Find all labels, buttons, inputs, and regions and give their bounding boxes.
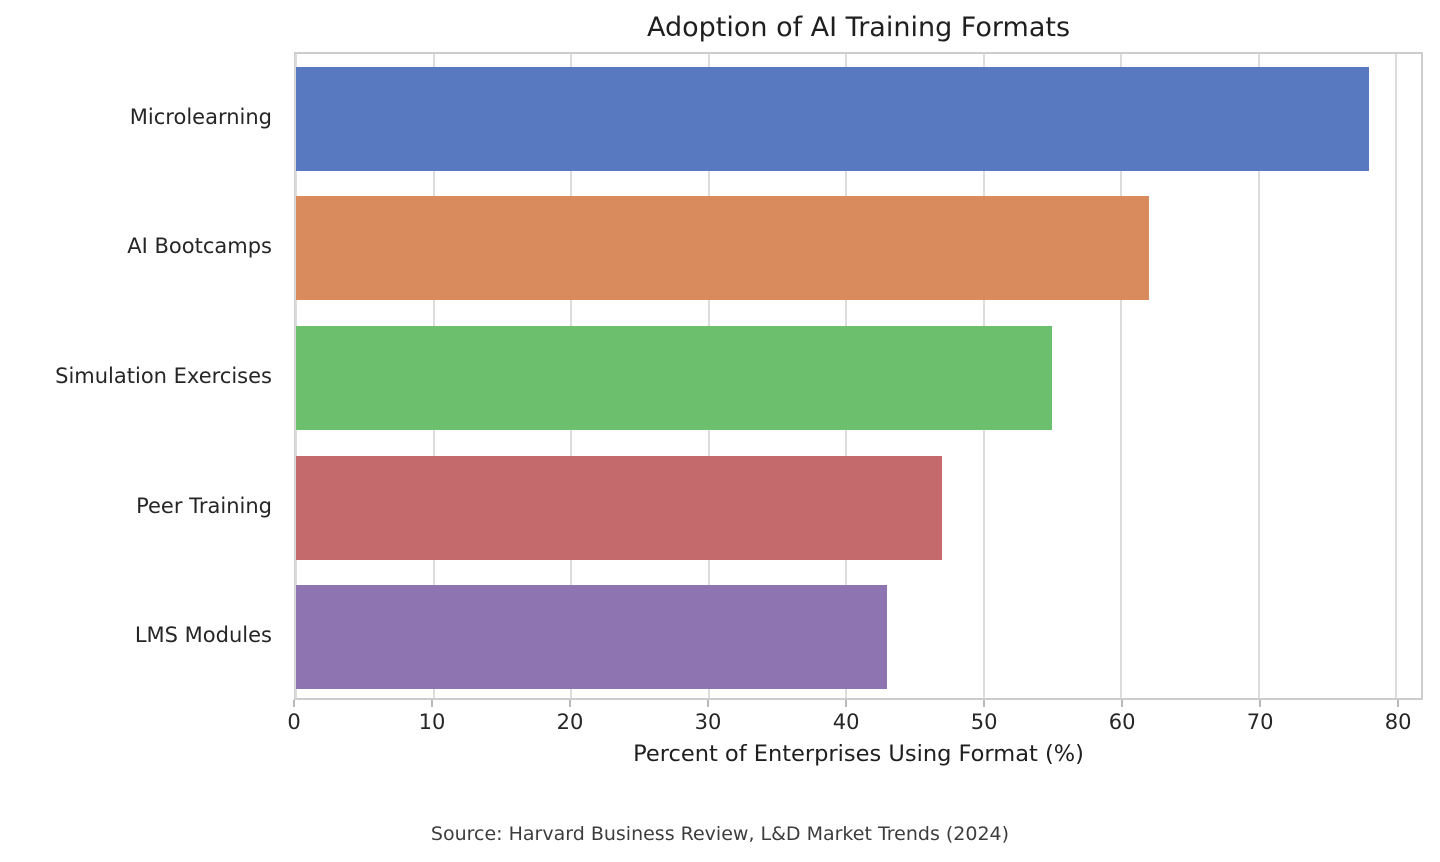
x-axis-ticks: 0 10 20 30 40 50 60 70 80 <box>287 700 1423 740</box>
xtick-mark-30 <box>707 700 710 707</box>
xtick-label-80: 80 <box>1384 710 1412 734</box>
bar-lms-modules <box>296 585 888 690</box>
xtick-label-0: 0 <box>287 710 301 734</box>
bar-microlearning <box>296 66 1369 171</box>
bar-simulation-exercises <box>296 326 1053 430</box>
xtick-label-60: 60 <box>1108 710 1136 734</box>
source-note: Source: Harvard Business Review, L&D Mar… <box>430 823 1010 845</box>
xtick-label-10: 10 <box>418 710 446 734</box>
chart-title: Adoption of AI Training Formats <box>646 12 1071 43</box>
xtick-mark-70 <box>1259 700 1262 707</box>
xtick-mark-80 <box>1397 700 1400 707</box>
xtick-mark-40 <box>845 700 848 707</box>
bar-ai-bootcamps <box>296 196 1149 301</box>
y-axis-labels: Microlearning AI Bootcamps Simulation Exer… <box>0 52 272 700</box>
ylabel-microlearning: Microlearning <box>129 104 272 129</box>
xtick-label-70: 70 <box>1246 710 1274 734</box>
gridline-x-70 <box>1257 54 1260 698</box>
gridline-x-80 <box>1395 54 1398 698</box>
plot-area <box>294 52 1423 700</box>
bar-peer-training <box>296 455 943 560</box>
xtick-label-50: 50 <box>970 710 998 734</box>
xtick-mark-50 <box>983 700 986 707</box>
x-axis-title: Percent of Enterprises Using Format (%) <box>633 741 1084 767</box>
gridline-x-60 <box>1120 54 1123 698</box>
xtick-mark-20 <box>569 700 572 707</box>
ylabel-ai-bootcamps: AI Bootcamps <box>127 234 272 259</box>
xtick-mark-0 <box>293 700 295 707</box>
xtick-mark-10 <box>431 700 434 707</box>
xtick-label-30: 30 <box>694 710 722 734</box>
xtick-label-40: 40 <box>832 710 860 734</box>
xtick-label-20: 20 <box>556 710 584 734</box>
ylabel-simulation-exercises: Simulation Exercises <box>55 364 272 388</box>
ylabel-lms-modules: LMS Modules <box>134 623 272 648</box>
ylabel-peer-training: Peer Training <box>136 493 272 518</box>
xtick-mark-60 <box>1121 700 1124 707</box>
